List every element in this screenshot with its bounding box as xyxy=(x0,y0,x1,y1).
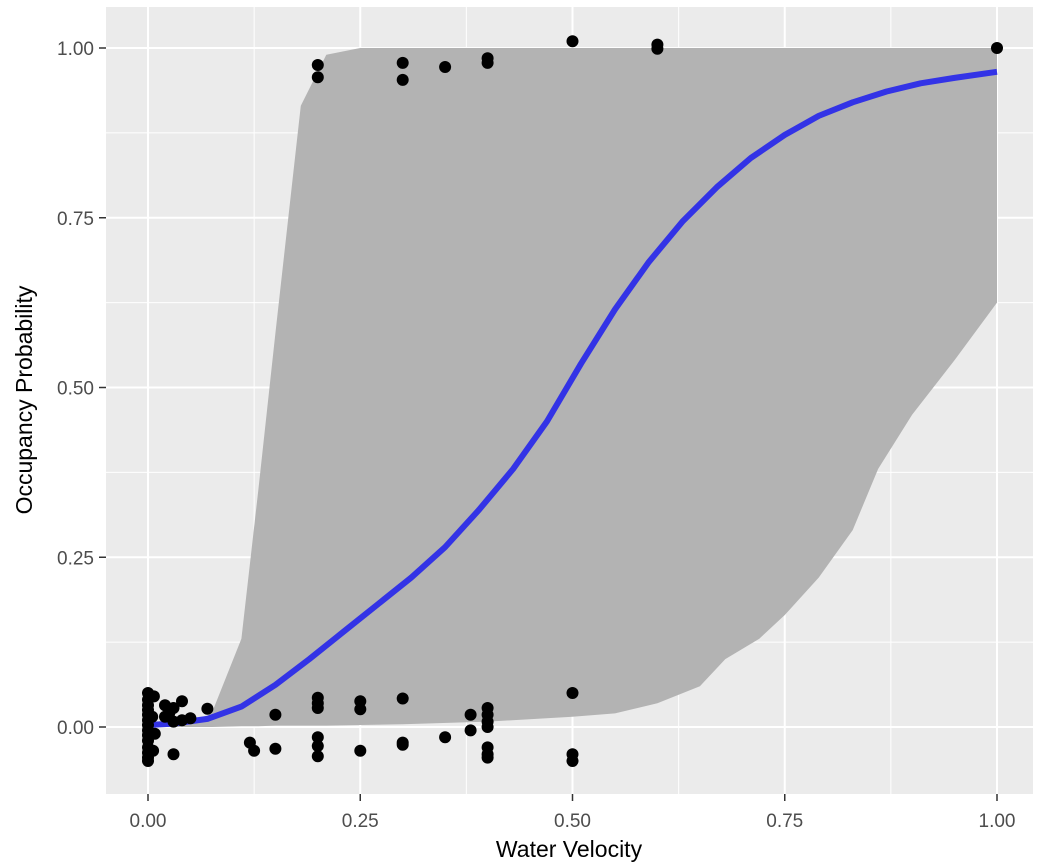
data-point xyxy=(396,73,409,86)
x-tick-label: 0.25 xyxy=(342,811,379,832)
x-axis-ticks: 0.00 0.25 0.50 0.75 1.00 xyxy=(130,794,1016,832)
data-point xyxy=(396,692,409,705)
x-tick-label: 1.00 xyxy=(979,811,1016,832)
y-tick-label: 1.00 xyxy=(57,39,94,60)
confidence-band xyxy=(148,48,997,727)
data-point xyxy=(991,42,1003,54)
data-points xyxy=(142,35,1003,767)
data-point xyxy=(311,750,324,763)
data-point xyxy=(354,703,367,716)
data-point xyxy=(481,751,494,764)
data-point xyxy=(311,71,324,84)
y-tick-label: 0.50 xyxy=(57,379,94,400)
data-point xyxy=(464,724,477,737)
y-tick-label: 0.75 xyxy=(57,209,94,230)
data-point xyxy=(566,687,579,699)
data-point xyxy=(481,56,494,69)
data-point xyxy=(201,702,214,715)
y-axis-title: Occupancy Probability xyxy=(11,285,37,514)
x-tick-label: 0.00 xyxy=(130,811,167,832)
data-point xyxy=(146,710,159,723)
data-point xyxy=(147,690,160,703)
data-point xyxy=(184,712,197,725)
data-point xyxy=(396,56,409,69)
data-point xyxy=(396,738,409,751)
data-point xyxy=(167,702,180,714)
data-point xyxy=(311,740,324,752)
data-point xyxy=(311,59,324,71)
y-tick-label: 0.25 xyxy=(57,548,94,569)
x-tick-label: 0.75 xyxy=(766,811,803,832)
data-point xyxy=(248,744,261,757)
data-point xyxy=(439,731,452,744)
data-point xyxy=(354,744,367,757)
data-point xyxy=(176,695,188,708)
data-point xyxy=(269,742,282,755)
data-point xyxy=(651,42,664,55)
fitted-probability-line xyxy=(147,68,998,728)
x-axis-title: Water Velocity xyxy=(496,836,643,862)
data-point xyxy=(167,748,180,761)
data-point xyxy=(566,755,579,767)
data-point xyxy=(269,708,282,721)
data-point xyxy=(311,702,324,714)
data-point xyxy=(142,755,154,767)
data-point xyxy=(464,708,477,721)
data-point xyxy=(148,727,161,740)
y-axis-ticks: 0.00 0.25 0.50 0.75 1.00 xyxy=(57,39,106,739)
data-point xyxy=(481,721,494,733)
data-point xyxy=(566,35,579,48)
data-point xyxy=(311,731,324,744)
data-point xyxy=(439,61,452,73)
data-point xyxy=(147,744,160,757)
y-tick-label: 0.00 xyxy=(57,718,94,739)
x-tick-label: 0.50 xyxy=(554,811,591,832)
